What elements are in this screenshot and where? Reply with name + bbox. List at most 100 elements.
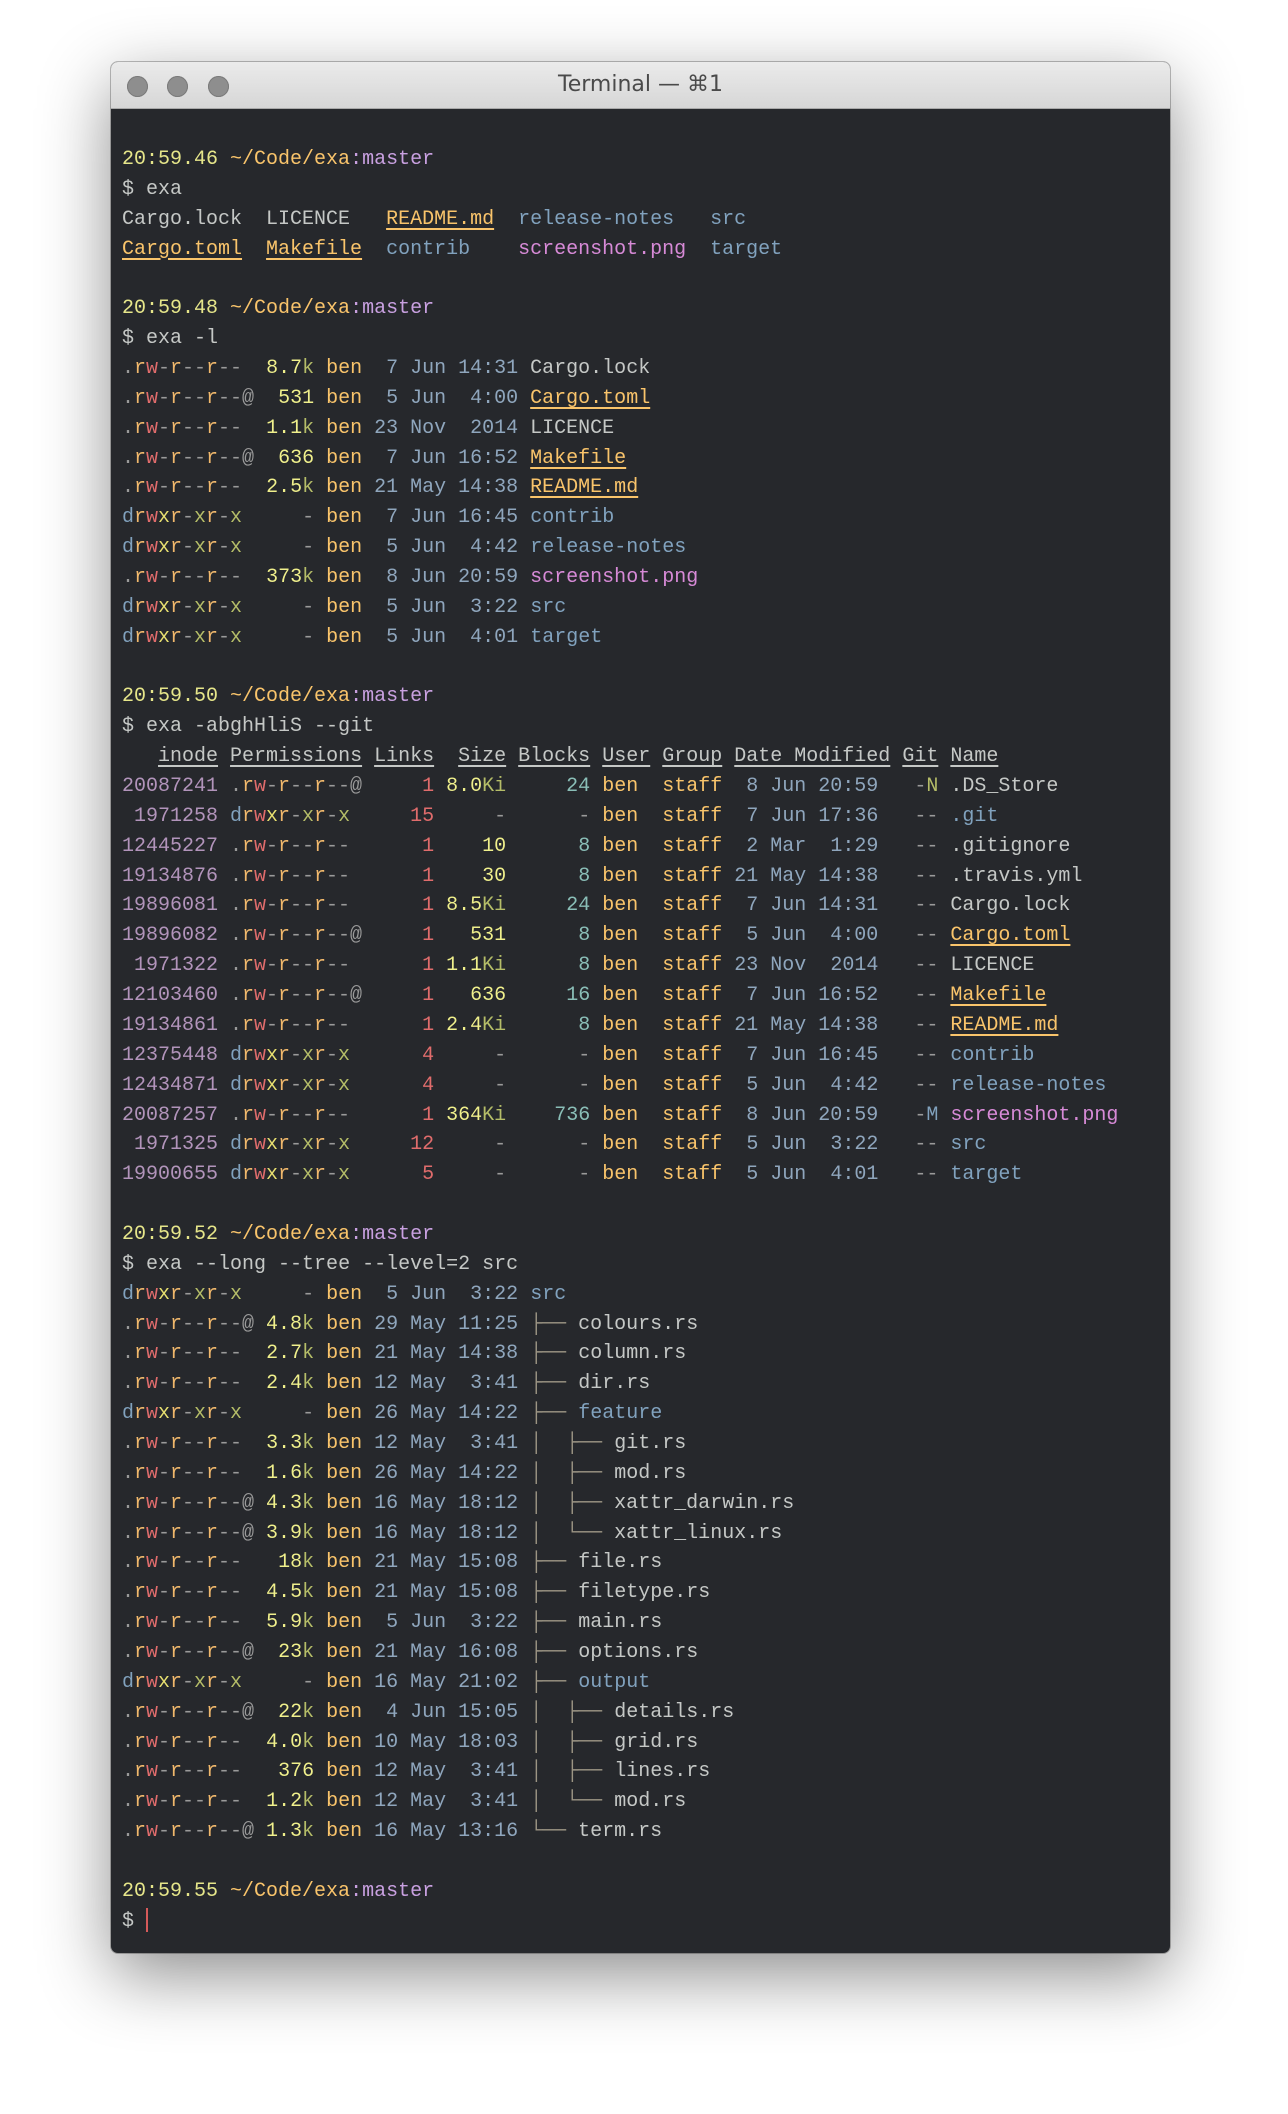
zoom-button[interactable] [208, 76, 229, 97]
minimize-button[interactable] [167, 76, 188, 97]
spacer [518, 894, 566, 917]
window-title: Terminal — ⌘1 [558, 72, 723, 97]
file-name[interactable]: contrib [386, 237, 471, 261]
file-name[interactable]: target [950, 1163, 1023, 1187]
tree-row: .rw-r--r-- 18k ben 21 May 15:08 ├── file… [122, 1548, 1170, 1578]
file-name[interactable]: .travis.yml [950, 864, 1083, 888]
file-name[interactable]: Makefile [950, 984, 1047, 1008]
file-name[interactable]: screenshot.png [518, 237, 687, 261]
file-name[interactable]: feature [578, 1402, 663, 1426]
file-name[interactable]: file.rs [578, 1551, 663, 1575]
tree-branch: │ └── [530, 1521, 615, 1545]
file-name[interactable]: src [530, 1282, 567, 1306]
file-name[interactable]: output [578, 1670, 651, 1694]
file-name[interactable]: options.rs [578, 1640, 699, 1664]
date-modified: 21 May 14:38 [734, 1013, 879, 1037]
file-name[interactable]: Cargo.lock [530, 357, 651, 381]
spacer [590, 805, 602, 828]
blocks: - [578, 1133, 591, 1157]
size: 376 [278, 1760, 315, 1784]
inode: 19134861 [122, 1013, 219, 1037]
size: 1.1k [266, 416, 315, 440]
file-name[interactable]: release-notes [530, 536, 687, 560]
spacer [434, 1074, 446, 1097]
file-name[interactable]: mod.rs [614, 1461, 687, 1485]
spacer [506, 1104, 518, 1127]
file-name[interactable]: screenshot.png [950, 1103, 1119, 1127]
file-name[interactable]: LICENCE [950, 954, 1035, 978]
spacer [518, 417, 530, 440]
spacer [314, 1701, 326, 1724]
file-name[interactable]: colours.rs [578, 1312, 699, 1336]
file-name[interactable]: git.rs [614, 1431, 687, 1455]
file-name[interactable]: Cargo.toml [530, 386, 651, 410]
file-name[interactable]: Makefile [266, 237, 363, 261]
file-name[interactable]: grid.rs [614, 1730, 699, 1754]
file-name[interactable]: README.md [530, 476, 639, 500]
file-name[interactable]: xattr_darwin.rs [614, 1491, 795, 1515]
file-name[interactable]: dir.rs [578, 1372, 651, 1396]
file-name[interactable]: term.rs [578, 1820, 663, 1844]
file-name[interactable]: README.md [950, 1013, 1059, 1037]
file-name[interactable]: .DS_Store [950, 775, 1059, 799]
close-button[interactable] [127, 76, 148, 97]
spacer [362, 447, 374, 470]
spacer [362, 1014, 374, 1037]
group: staff [662, 834, 723, 858]
permissions: drwxr-xr-x [230, 1163, 351, 1187]
spacer [470, 238, 518, 261]
file-name[interactable]: target [530, 625, 603, 649]
terminal-output[interactable]: 20:59.46 ~/Code/exa:master $ exa Cargo.loc… [122, 145, 1170, 1937]
spacer [242, 1462, 254, 1485]
git-status: -M [914, 1103, 939, 1127]
file-name[interactable]: target [710, 237, 783, 261]
spacer [362, 865, 374, 888]
user: ben [326, 446, 363, 470]
file-name[interactable]: release-notes [518, 207, 675, 231]
date-modified: 7 Jun 16:52 [734, 984, 879, 1008]
file-name[interactable]: main.rs [578, 1611, 663, 1635]
file-name[interactable]: contrib [530, 506, 615, 530]
file-name[interactable]: .gitignore [950, 834, 1071, 858]
column-header: Size [458, 745, 507, 769]
spacer [722, 835, 734, 858]
spacer [518, 536, 530, 559]
file-name[interactable]: mod.rs [614, 1790, 687, 1814]
spacer [638, 805, 662, 828]
group: staff [662, 1133, 723, 1157]
table-row: drwxr-xr-x - ben 5 Jun 3:22 src [122, 593, 1170, 623]
file-name[interactable]: filetype.rs [578, 1581, 711, 1605]
spacer [518, 954, 578, 977]
file-name[interactable]: details.rs [614, 1700, 735, 1724]
file-name[interactable]: LICENCE [530, 416, 615, 440]
spacer [638, 1163, 662, 1186]
file-name[interactable]: release-notes [950, 1073, 1107, 1097]
file-name[interactable]: src [530, 595, 567, 619]
file-name[interactable]: src [710, 207, 747, 231]
file-name[interactable]: column.rs [578, 1342, 687, 1366]
file-name[interactable]: screenshot.png [530, 566, 699, 590]
file-name[interactable]: Makefile [530, 446, 627, 470]
file-name[interactable]: .git [950, 804, 999, 828]
spacer [242, 1372, 254, 1395]
file-name[interactable]: README.md [386, 207, 495, 231]
file-name[interactable]: Cargo.lock [122, 207, 243, 231]
group: staff [662, 1163, 723, 1187]
file-name[interactable]: contrib [950, 1043, 1035, 1067]
file-name[interactable]: lines.rs [614, 1760, 711, 1784]
file-name[interactable]: LICENCE [266, 207, 351, 231]
size: - [494, 1163, 507, 1187]
size: 1.3k [266, 1820, 315, 1844]
spacer [350, 1133, 362, 1156]
cursor[interactable] [146, 1908, 149, 1933]
file-name[interactable]: Cargo.toml [122, 237, 243, 261]
file-name[interactable]: Cargo.toml [950, 924, 1071, 948]
file-name[interactable]: xattr_linux.rs [614, 1521, 783, 1545]
file-name[interactable]: Cargo.lock [950, 894, 1071, 918]
file-name[interactable]: src [950, 1133, 987, 1157]
git-status: -- [914, 1133, 939, 1157]
links: 4 [422, 1043, 435, 1067]
table-row: 19896082 .rw-r--r--@ 1 531 8 ben staff 5… [122, 921, 1170, 951]
spacer [638, 984, 662, 1007]
column-header: User [602, 745, 651, 769]
